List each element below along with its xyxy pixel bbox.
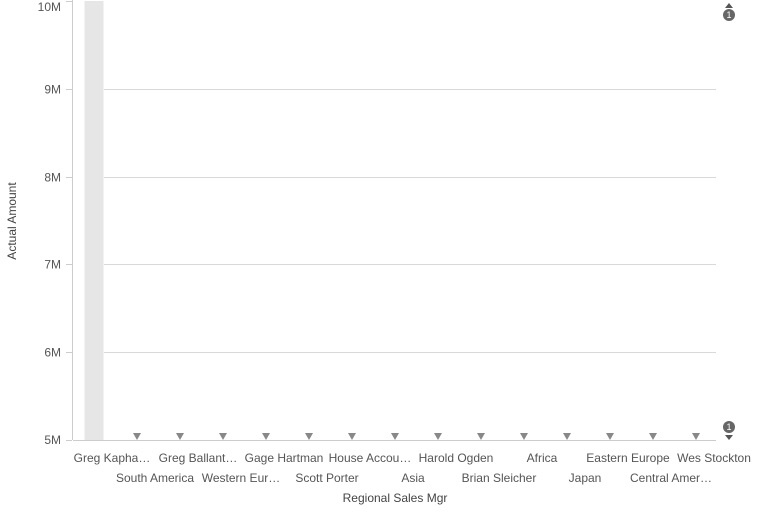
bar[interactable] — [84, 1, 104, 440]
below-range-marker-icon[interactable] — [563, 433, 571, 440]
below-range-marker-icon[interactable] — [348, 433, 356, 440]
scroll-up-badge-count: 1 — [726, 10, 731, 20]
x-axis-title: Regional Sales Mgr — [343, 491, 448, 505]
scroll-up-arrow-icon[interactable] — [725, 3, 733, 8]
y-tick-label: 7M — [44, 258, 61, 272]
y-tick-label: 10M — [38, 0, 61, 14]
scroll-up-control[interactable]: 1 — [723, 3, 735, 21]
y-tick-label: 9M — [44, 83, 61, 97]
y-tick-label: 6M — [44, 346, 61, 360]
y-tick-label: 8M — [44, 171, 61, 185]
below-range-marker-icon[interactable] — [477, 433, 485, 440]
x-category-label: House Accou… — [329, 451, 412, 465]
y-axis-ticks: 5M 6M 7M 8M 9M 10M — [38, 0, 72, 447]
below-range-marker-icon[interactable] — [176, 433, 184, 440]
x-category-label: Scott Porter — [295, 471, 358, 485]
x-category-label: Greg Ballant… — [159, 451, 238, 465]
y-tick-label: 5M — [44, 433, 61, 447]
scroll-down-badge[interactable] — [723, 421, 735, 433]
below-range-marker-icon[interactable] — [606, 433, 614, 440]
below-range-marker-icon[interactable] — [520, 433, 528, 440]
below-range-marker-icon[interactable] — [133, 433, 141, 440]
scroll-down-arrow-icon[interactable] — [725, 435, 733, 440]
below-range-marker-icon[interactable] — [434, 433, 442, 440]
x-category-label: Gage Hartman — [245, 451, 324, 465]
below-range-marker-icon[interactable] — [305, 433, 313, 440]
x-category-label: Wes Stockton — [677, 451, 751, 465]
y-axis-title: Actual Amount — [5, 182, 19, 260]
x-category-label: Central Amer… — [630, 471, 712, 485]
x-category-label: Greg Kapha… — [74, 451, 151, 465]
bars — [84, 1, 104, 440]
below-range-marker-icon[interactable] — [692, 433, 700, 440]
x-category-label: Japan — [569, 471, 602, 485]
x-category-label: Western Eur… — [202, 471, 280, 485]
below-range-marker-icon[interactable] — [262, 433, 270, 440]
x-category-label: Africa — [527, 451, 558, 465]
x-axis-labels: Greg Kapha… South America Greg Ballant… Wes… — [74, 451, 751, 485]
below-range-marker-icon[interactable] — [649, 433, 657, 440]
scroll-down-badge-count: 1 — [726, 422, 731, 432]
grid-lines — [73, 89, 716, 441]
x-category-label: Harold Ogden — [419, 451, 494, 465]
below-range-marker-icon[interactable] — [391, 433, 399, 440]
x-category-label: South America — [116, 471, 194, 485]
x-category-label: Brian Sleicher — [462, 471, 537, 485]
x-category-label: Eastern Europe — [586, 451, 670, 465]
x-category-label: Asia — [401, 471, 425, 485]
below-range-markers — [133, 433, 700, 440]
below-range-marker-icon[interactable] — [219, 433, 227, 440]
scroll-up-badge[interactable] — [723, 9, 735, 21]
scroll-down-control[interactable]: 1 — [723, 421, 735, 440]
